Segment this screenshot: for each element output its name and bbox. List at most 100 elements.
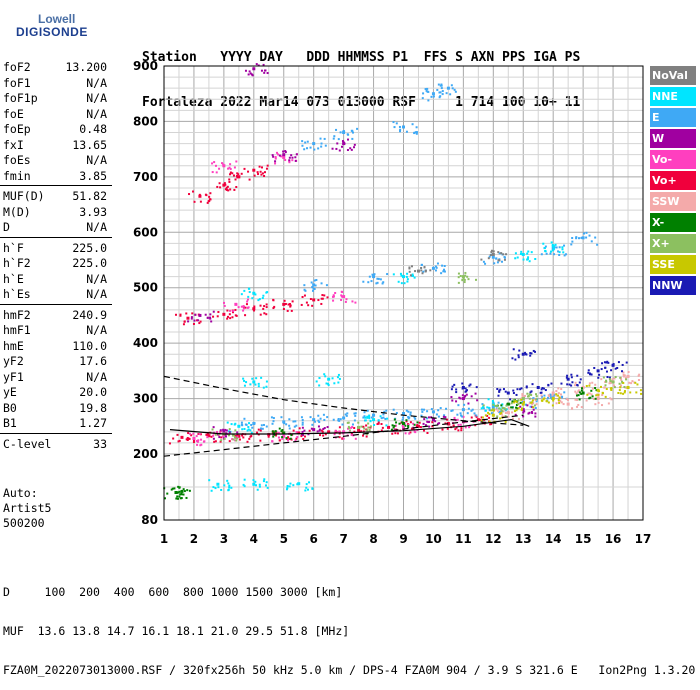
echo-point: [571, 240, 574, 243]
param-name: B0: [3, 400, 17, 415]
echo-point: [482, 404, 485, 407]
echo-point: [254, 293, 257, 296]
echo-point: [434, 420, 437, 423]
echo-point: [316, 430, 319, 433]
echo-point: [170, 488, 173, 491]
echo-point: [311, 487, 314, 490]
echo-point: [217, 486, 220, 489]
echo-point: [265, 380, 268, 383]
echo-point: [399, 130, 402, 133]
echo-point: [315, 380, 318, 383]
echo-point: [260, 376, 263, 379]
echo-point: [605, 388, 608, 391]
echo-point: [271, 440, 274, 443]
echo-point: [557, 394, 560, 397]
echo-point: [608, 382, 611, 385]
echo-point: [629, 391, 632, 394]
echo-point: [603, 361, 606, 364]
echo-point: [490, 251, 493, 254]
echo-point: [383, 410, 386, 413]
echo-point: [259, 439, 262, 442]
echo-point: [247, 306, 250, 309]
echo-point: [376, 281, 379, 284]
autoscaling-info: Auto: Artist5 500200: [3, 486, 51, 531]
echo-point: [194, 313, 197, 316]
param-name: B1: [3, 416, 17, 430]
echo-point: [291, 156, 294, 159]
echo-point: [166, 492, 169, 495]
echo-point: [336, 142, 339, 145]
echo-point: [421, 97, 424, 100]
echo-point: [484, 414, 487, 417]
echo-point: [263, 171, 266, 174]
echo-point: [367, 281, 370, 284]
echo-point: [402, 412, 405, 416]
echo-point: [220, 488, 223, 491]
echo-point: [250, 73, 253, 76]
echo-point: [247, 73, 250, 76]
dashed-bound-lower: [163, 414, 524, 457]
echo-point: [581, 391, 585, 395]
echo-point: [536, 385, 540, 389]
echo-point: [618, 389, 621, 392]
echo-point: [561, 246, 564, 249]
echo-point: [175, 491, 178, 494]
param-row: MUF(D) 51.82: [3, 189, 107, 205]
echo-point: [530, 390, 533, 393]
echo-point: [342, 295, 346, 299]
echo-point: [497, 401, 500, 404]
echo-point: [463, 395, 466, 398]
echo-point: [451, 385, 454, 388]
echo-point: [323, 427, 326, 430]
echo-point: [257, 64, 260, 67]
echo-point: [614, 376, 617, 379]
echo-point: [318, 429, 321, 432]
echo-point: [533, 404, 536, 407]
echo-point: [335, 147, 338, 150]
echo-point: [234, 439, 237, 442]
echo-point: [524, 394, 527, 397]
echo-point: [251, 426, 254, 429]
echo-point: [190, 316, 193, 319]
echo-point: [197, 432, 200, 435]
echo-point: [585, 236, 588, 239]
echo-point: [334, 429, 337, 432]
echo-point: [411, 273, 414, 276]
echo-point: [639, 389, 642, 392]
echo-point: [256, 431, 259, 434]
echo-point: [380, 429, 383, 432]
param-row: h`Es N/A: [3, 287, 107, 303]
echo-point: [259, 429, 262, 432]
echo-point: [237, 424, 241, 428]
echo-point: [223, 304, 226, 307]
echo-point: [301, 295, 304, 298]
echo-point: [597, 401, 600, 404]
echo-point: [187, 432, 190, 435]
echo-point: [346, 149, 349, 152]
echo-point: [369, 425, 372, 428]
echo-point: [205, 194, 208, 197]
echo-point: [177, 491, 180, 494]
echo-point: [440, 84, 443, 87]
echo-point: [288, 427, 291, 430]
echo-point: [557, 250, 560, 253]
echo-point: [416, 424, 420, 428]
echo-point: [549, 250, 552, 253]
x-tick-label: 4: [250, 532, 258, 546]
param-name: foF2: [3, 60, 31, 74]
echo-point: [222, 428, 225, 431]
y-tick-label: 500: [133, 281, 158, 295]
echo-point: [192, 441, 195, 444]
echo-point: [489, 423, 492, 426]
echo-point: [461, 394, 464, 397]
echo-point: [501, 406, 504, 409]
echo-point: [587, 371, 590, 374]
echo-point: [282, 153, 286, 157]
echo-point: [517, 407, 520, 410]
echo-point: [271, 430, 274, 433]
echo-point: [445, 407, 448, 410]
echo-point: [527, 256, 530, 259]
echo-point: [596, 369, 600, 373]
echo-point: [226, 309, 229, 312]
echo-point: [234, 422, 237, 425]
